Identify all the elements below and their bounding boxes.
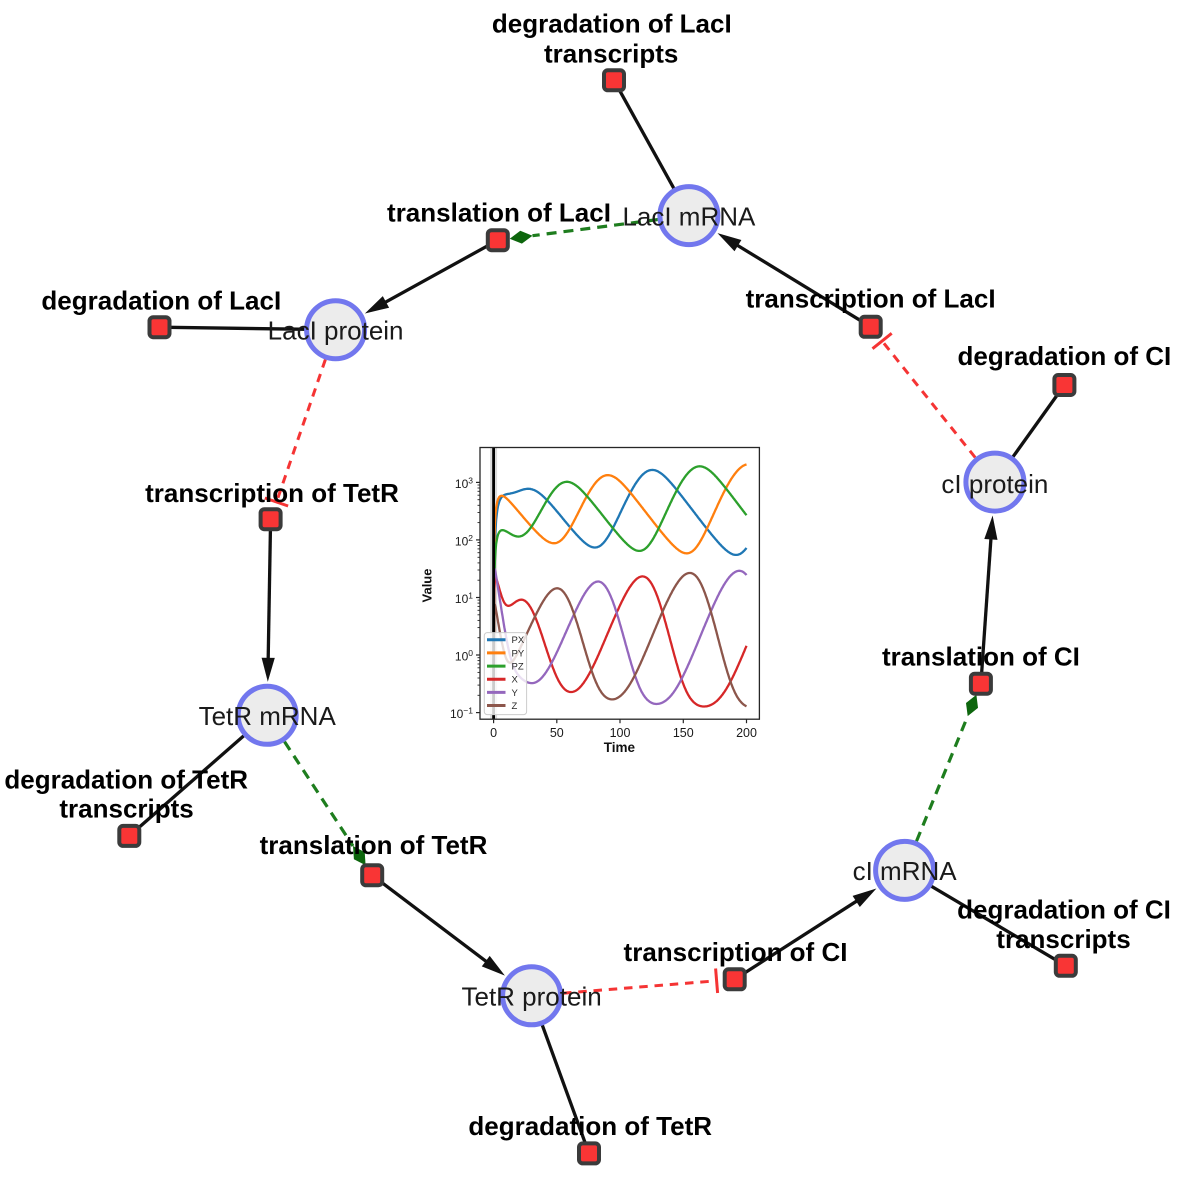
svg-text:transcripts: transcripts	[996, 924, 1130, 954]
svg-text:102: 102	[455, 533, 473, 549]
svg-text:translation of LacI: translation of LacI	[387, 198, 611, 228]
svg-text:Y: Y	[512, 688, 519, 699]
svg-text:Value: Value	[420, 569, 435, 603]
svg-text:101: 101	[455, 591, 473, 607]
svg-text:TetR protein: TetR protein	[462, 982, 602, 1012]
svg-text:degradation of CI: degradation of CI	[957, 895, 1171, 925]
svg-text:translation of TetR: translation of TetR	[260, 830, 488, 860]
svg-text:LacI protein: LacI protein	[268, 316, 404, 346]
svg-text:cI protein: cI protein	[941, 469, 1048, 499]
svg-text:degradation of LacI: degradation of LacI	[41, 285, 281, 315]
svg-text:degradation of LacI: degradation of LacI	[492, 8, 732, 38]
svg-text:10−1: 10−1	[450, 706, 473, 722]
svg-text:degradation of TetR: degradation of TetR	[468, 1111, 712, 1141]
svg-text:Time: Time	[604, 740, 636, 755]
svg-text:transcription of LacI: transcription of LacI	[746, 283, 996, 313]
svg-text:cI mRNA: cI mRNA	[853, 856, 958, 886]
svg-text:103: 103	[455, 475, 473, 491]
svg-text:150: 150	[673, 726, 694, 740]
svg-text:transcription of CI: transcription of CI	[624, 937, 848, 967]
svg-text:0: 0	[490, 726, 497, 740]
svg-text:translation of CI: translation of CI	[882, 642, 1080, 672]
svg-text:PZ: PZ	[512, 662, 524, 673]
svg-text:PX: PX	[512, 635, 525, 646]
svg-text:TetR mRNA: TetR mRNA	[199, 701, 337, 731]
svg-text:X: X	[512, 675, 519, 686]
svg-text:degradation of TetR: degradation of TetR	[4, 764, 248, 794]
svg-text:degradation of CI: degradation of CI	[958, 341, 1172, 371]
svg-text:transcripts: transcripts	[544, 38, 678, 68]
svg-text:PY: PY	[512, 648, 525, 659]
svg-text:LacI mRNA: LacI mRNA	[622, 202, 756, 232]
svg-text:transcription of TetR: transcription of TetR	[145, 478, 399, 508]
svg-text:100: 100	[455, 648, 473, 664]
svg-text:50: 50	[550, 726, 564, 740]
svg-text:100: 100	[610, 726, 631, 740]
svg-text:200: 200	[736, 726, 757, 740]
svg-text:Z: Z	[512, 701, 518, 712]
svg-text:transcripts: transcripts	[59, 794, 193, 824]
